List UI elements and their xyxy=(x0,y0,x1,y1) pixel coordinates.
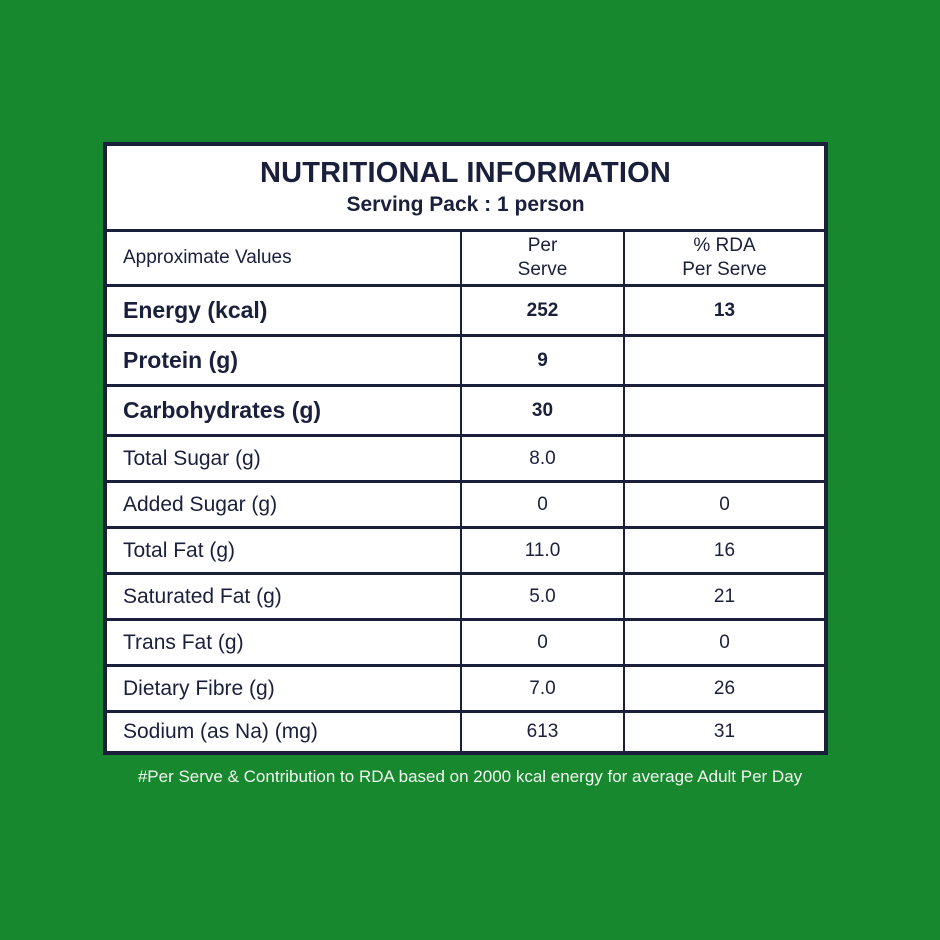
row-per-serve-value: 613 xyxy=(462,713,625,751)
header-approximate-values: Approximate Values xyxy=(107,232,462,284)
table-row-dietary-fibre: Dietary Fibre (g) 7.0 26 xyxy=(107,667,824,713)
table-row-total-fat: Total Fat (g) 11.0 16 xyxy=(107,529,824,575)
row-per-serve-value: 5.0 xyxy=(462,575,625,618)
row-label: Total Fat (g) xyxy=(107,529,462,572)
row-rda-value: 13 xyxy=(713,299,736,321)
table-row-added-sugar: Added Sugar (g) 0 0 xyxy=(107,483,824,529)
row-label: Sodium (as Na) (mg) xyxy=(107,713,462,751)
serving-pack-subtitle: Serving Pack : 1 person xyxy=(346,192,585,216)
table-header-row: Approximate Values Per Serve % RDA Per S… xyxy=(107,232,824,287)
header-rda-line2: Per Serve xyxy=(682,259,767,280)
table-row-trans-fat: Trans Fat (g) 0 0 xyxy=(107,621,824,667)
row-rda-value: 31 xyxy=(713,721,736,742)
row-rda-value: 16 xyxy=(713,539,736,561)
row-per-serve-value: 8.0 xyxy=(462,437,625,480)
header-per-serve-line2: Serve xyxy=(517,259,568,280)
row-per-serve-value: 0 xyxy=(462,483,625,526)
table-title-block: NUTRITIONAL INFORMATION Serving Pack : 1… xyxy=(107,146,824,232)
table-row-carbohydrates: Carbohydrates (g) 30 xyxy=(107,387,824,437)
row-rda-value: 26 xyxy=(713,677,736,699)
row-rda-value: 0 xyxy=(719,631,730,653)
table-row-saturated-fat: Saturated Fat (g) 5.0 21 xyxy=(107,575,824,621)
table-row-total-sugar: Total Sugar (g) 8.0 xyxy=(107,437,824,483)
row-label: Trans Fat (g) xyxy=(107,621,462,664)
table-row-sodium: Sodium (as Na) (mg) 613 31 xyxy=(107,713,824,751)
row-per-serve-value: 9 xyxy=(462,337,625,384)
row-label: Total Sugar (g) xyxy=(107,437,462,480)
table-row-energy: Energy (kcal) 252 13 xyxy=(107,287,824,337)
rda-footnote: #Per Serve & Contribution to RDA based o… xyxy=(137,767,803,786)
header-per-serve: Per Serve xyxy=(462,232,625,284)
row-rda-value: 0 xyxy=(719,493,730,515)
row-per-serve-value: 30 xyxy=(462,387,625,434)
row-label: Added Sugar (g) xyxy=(107,483,462,526)
nutrition-facts-table: NUTRITIONAL INFORMATION Serving Pack : 1… xyxy=(103,142,828,755)
row-label: Carbohydrates (g) xyxy=(107,387,462,434)
row-label: Energy (kcal) xyxy=(107,287,462,334)
row-per-serve-value: 0 xyxy=(462,621,625,664)
row-per-serve-value: 11.0 xyxy=(462,529,625,572)
row-rda-value xyxy=(625,437,824,480)
header-rda-per-serve: % RDA Per Serve xyxy=(625,232,824,284)
table-row-protein: Protein (g) 9 xyxy=(107,337,824,387)
header-per-serve-line1: Per xyxy=(527,235,558,257)
header-rda-line1: % RDA xyxy=(693,235,756,257)
row-label: Dietary Fibre (g) xyxy=(107,667,462,710)
row-per-serve-value: 7.0 xyxy=(462,667,625,710)
row-label: Protein (g) xyxy=(107,337,462,384)
row-rda-value: 21 xyxy=(713,585,736,607)
row-per-serve-value: 252 xyxy=(462,287,625,334)
row-label: Saturated Fat (g) xyxy=(107,575,462,618)
row-rda-value xyxy=(625,337,824,384)
table-title: NUTRITIONAL INFORMATION xyxy=(259,156,672,189)
row-rda-value xyxy=(625,387,824,434)
